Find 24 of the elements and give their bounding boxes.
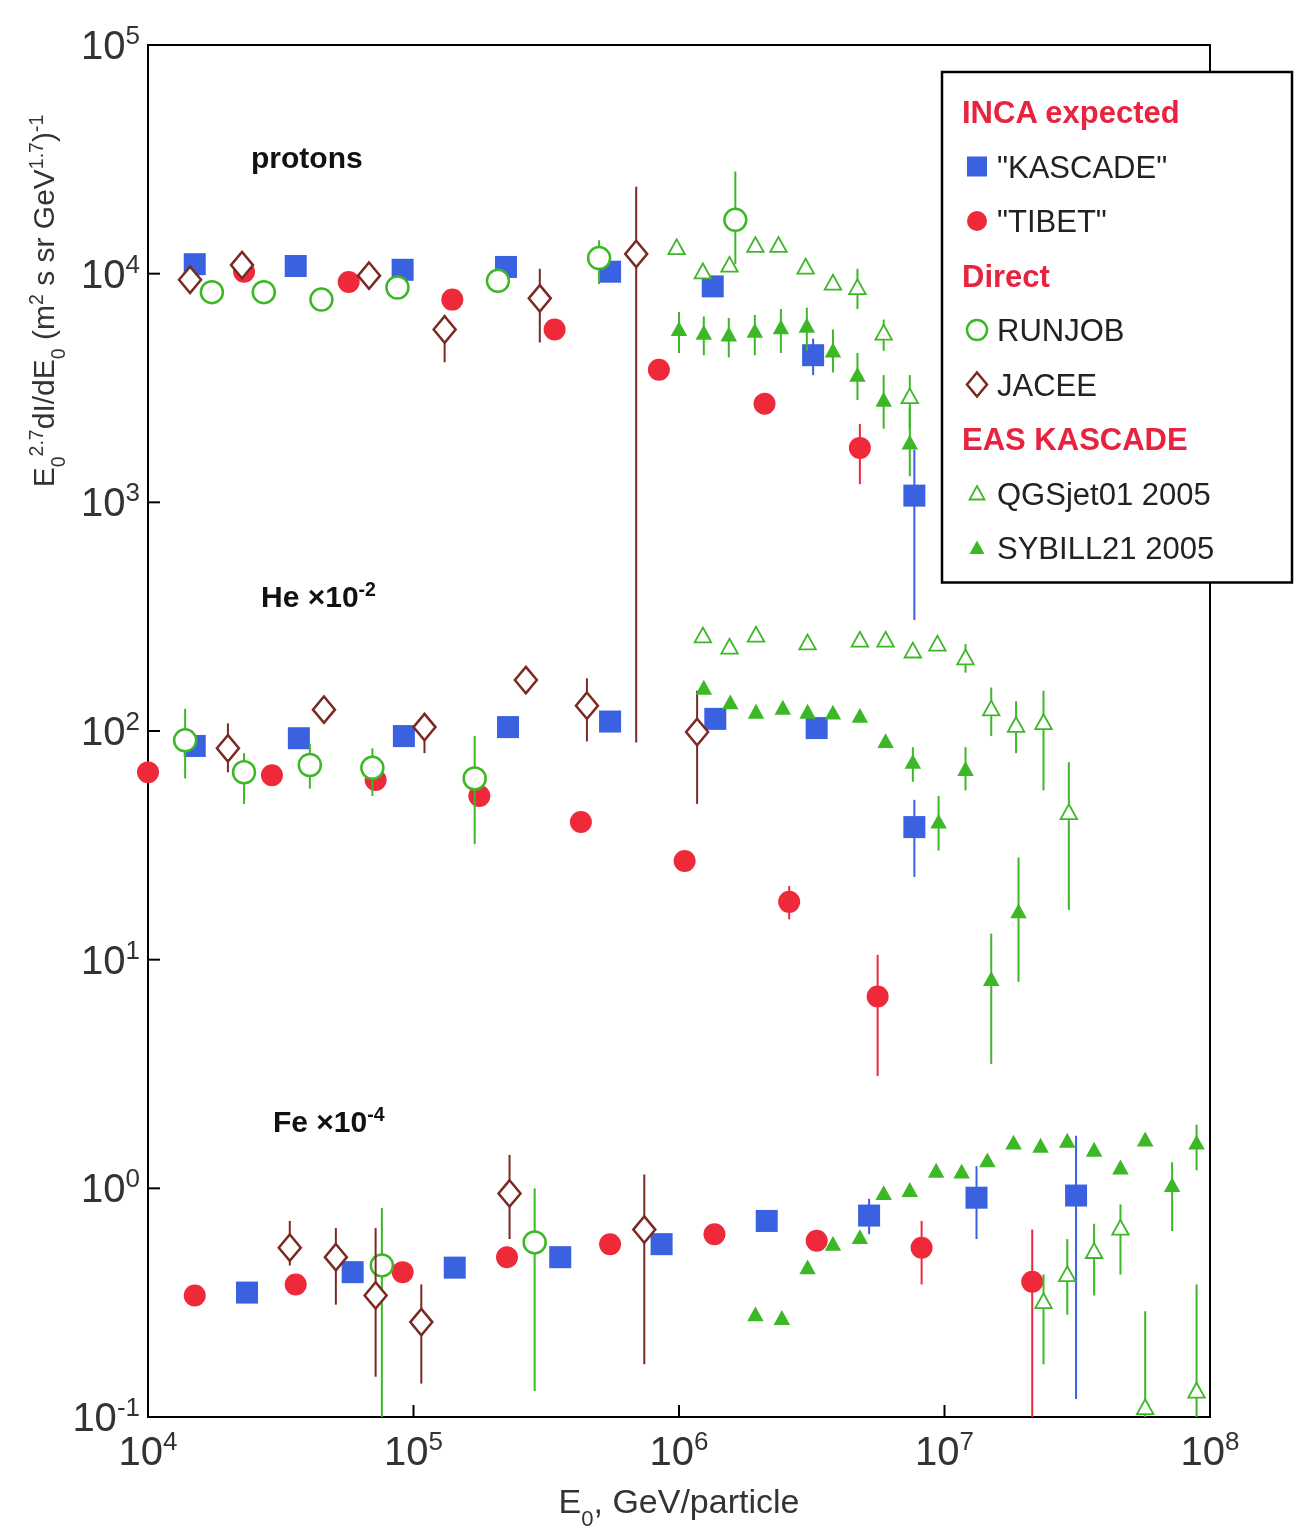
- x-tick-label: 10$^{7}$: [915, 1426, 974, 1473]
- y-tick-label: 10$^{5}$: [81, 20, 140, 67]
- x-tick-label: 10$^{4}$: [118, 1426, 178, 1473]
- annotation: He ×10$^{-2}$: [261, 578, 377, 613]
- y-tick-label: 10$^{0}$: [81, 1163, 140, 1211]
- legend-label: "KASCADE": [997, 149, 1168, 185]
- x-tick-label: 10$^{6}$: [649, 1426, 709, 1473]
- y-tick-label: 10$^{3}$: [81, 477, 140, 525]
- legend-label: JACEE: [997, 367, 1097, 403]
- annotation: Fe ×10$^{-4}$: [273, 1103, 385, 1138]
- legend-label: QGSjet01 2005: [997, 476, 1211, 512]
- legend-label: "TIBET": [997, 204, 1107, 239]
- y-tick-label: 10$^{2}$: [81, 706, 140, 753]
- legend-label: RUNJOB: [997, 313, 1125, 348]
- annotation: protons: [251, 141, 363, 174]
- annotation: Direct: [962, 258, 1050, 294]
- legend-label: SYBILL21 2005: [997, 531, 1215, 566]
- x-tick-label: 10$^{5}$: [384, 1426, 443, 1473]
- annotation: INCA expected: [962, 95, 1180, 130]
- y-tick-label: 10$^{4}$: [81, 248, 140, 296]
- x-axis-title: E$_{0}$, GeV/particle: [558, 1482, 800, 1531]
- y-tick-label: 10$^{1}$: [81, 934, 140, 982]
- x-tick-label: 10$^{8}$: [1180, 1426, 1240, 1473]
- annotation: EAS KASCADE: [962, 422, 1188, 457]
